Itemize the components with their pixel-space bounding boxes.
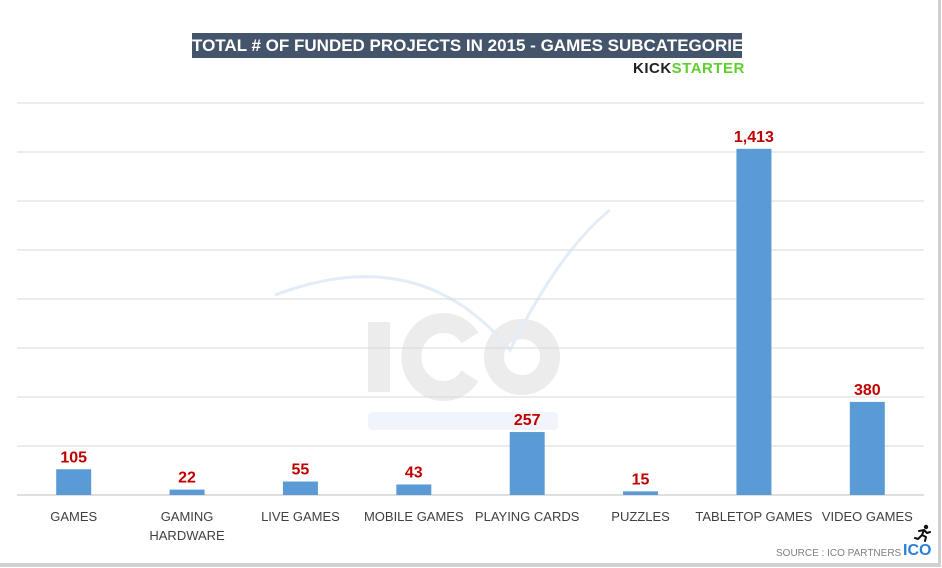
logo-starter: STARTER (671, 60, 745, 77)
data-label: 22 (178, 470, 196, 487)
watermark-letter-o (484, 319, 560, 395)
ico-logo: ICO (903, 542, 932, 559)
data-label: 380 (854, 382, 881, 399)
bar (736, 148, 772, 495)
watermark-swoosh (274, 208, 611, 353)
bar (623, 491, 659, 495)
data-label: 105 (60, 449, 87, 466)
x-tick-label: GAMING (161, 509, 214, 524)
data-label: 43 (405, 464, 423, 481)
chart-title: TOTAL # OF FUNDED PROJECTS IN 2015 - GAM… (192, 33, 755, 58)
watermark-letter-i (368, 322, 390, 392)
x-tick-label: GAMES (50, 509, 97, 524)
source-note: SOURCE : ICO PARTNERS (776, 548, 902, 559)
runner-icon (914, 524, 931, 542)
bar (169, 489, 205, 495)
bar (849, 401, 885, 495)
data-label: 55 (292, 462, 310, 479)
x-tick-label: PLAYING CARDS (475, 509, 580, 524)
x-tick-label: HARDWARE (149, 528, 225, 543)
x-tick-label: LIVE GAMES (261, 509, 340, 524)
kickstarter-logo: KICKSTARTER (633, 60, 745, 77)
watermark-logo (274, 208, 611, 430)
bar (56, 469, 92, 495)
bar (282, 481, 318, 495)
watermark-letter-c (401, 313, 479, 401)
data-label: 15 (632, 471, 650, 488)
x-tick-label: MOBILE GAMES (364, 509, 464, 524)
logo-kick: KICK (633, 60, 672, 77)
x-tick-label: PUZZLES (611, 509, 670, 524)
bar (509, 432, 545, 495)
x-tick-label: VIDEO GAMES (822, 509, 913, 524)
bar (396, 484, 432, 495)
data-label: 1,413 (734, 129, 774, 146)
data-label: 257 (514, 412, 541, 429)
watermark-partners-band (368, 412, 558, 430)
x-tick-label: TABLETOP GAMES (695, 509, 812, 524)
